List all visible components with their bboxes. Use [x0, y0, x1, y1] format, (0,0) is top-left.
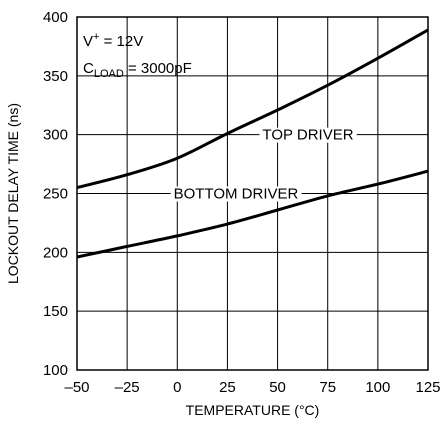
y-tick-label: 100: [43, 362, 68, 379]
bottom-driver-label: BOTTOM DRIVER: [174, 186, 299, 203]
y-tick-label: 250: [43, 186, 68, 203]
plot-frame: [76, 16, 429, 371]
y-tick-label: 400: [43, 9, 68, 26]
top-driver-line: [76, 28, 429, 190]
y-tick-labels: 100 150 200 250 300 350 400: [43, 9, 68, 379]
bottom-driver-line: [76, 169, 429, 259]
x-tick-label: 25: [219, 379, 236, 396]
supply-voltage-annotation: V+ = 12V: [83, 31, 143, 50]
top-driver-label-background: [259, 127, 357, 143]
x-tick-label: –50: [64, 379, 89, 396]
x-tick-label: 125: [415, 379, 440, 396]
top-driver-label: TOP DRIVER: [262, 127, 353, 144]
y-tick-label: 200: [43, 244, 68, 261]
x-tick-label: 0: [173, 379, 181, 396]
y-axis-label: LOCKOUT DELAY TIME (ns): [5, 103, 21, 284]
y-tick-label: 300: [43, 127, 68, 144]
load-capacitance-annotation: CLOAD = 3000pF: [83, 60, 192, 80]
x-tick-label: 100: [365, 379, 390, 396]
x-tick-label: 75: [319, 379, 336, 396]
series-lines: [76, 28, 429, 259]
x-tick-label: 50: [269, 379, 286, 396]
y-tick-label: 150: [43, 303, 68, 320]
x-tick-label: –25: [115, 379, 140, 396]
x-axis-label: TEMPERATURE (°C): [186, 402, 320, 418]
x-tick-labels: –50 –25 0 25 50 75 100 125: [64, 379, 440, 396]
bottom-driver-label-background: [170, 186, 302, 202]
y-tick-label: 350: [43, 68, 68, 85]
